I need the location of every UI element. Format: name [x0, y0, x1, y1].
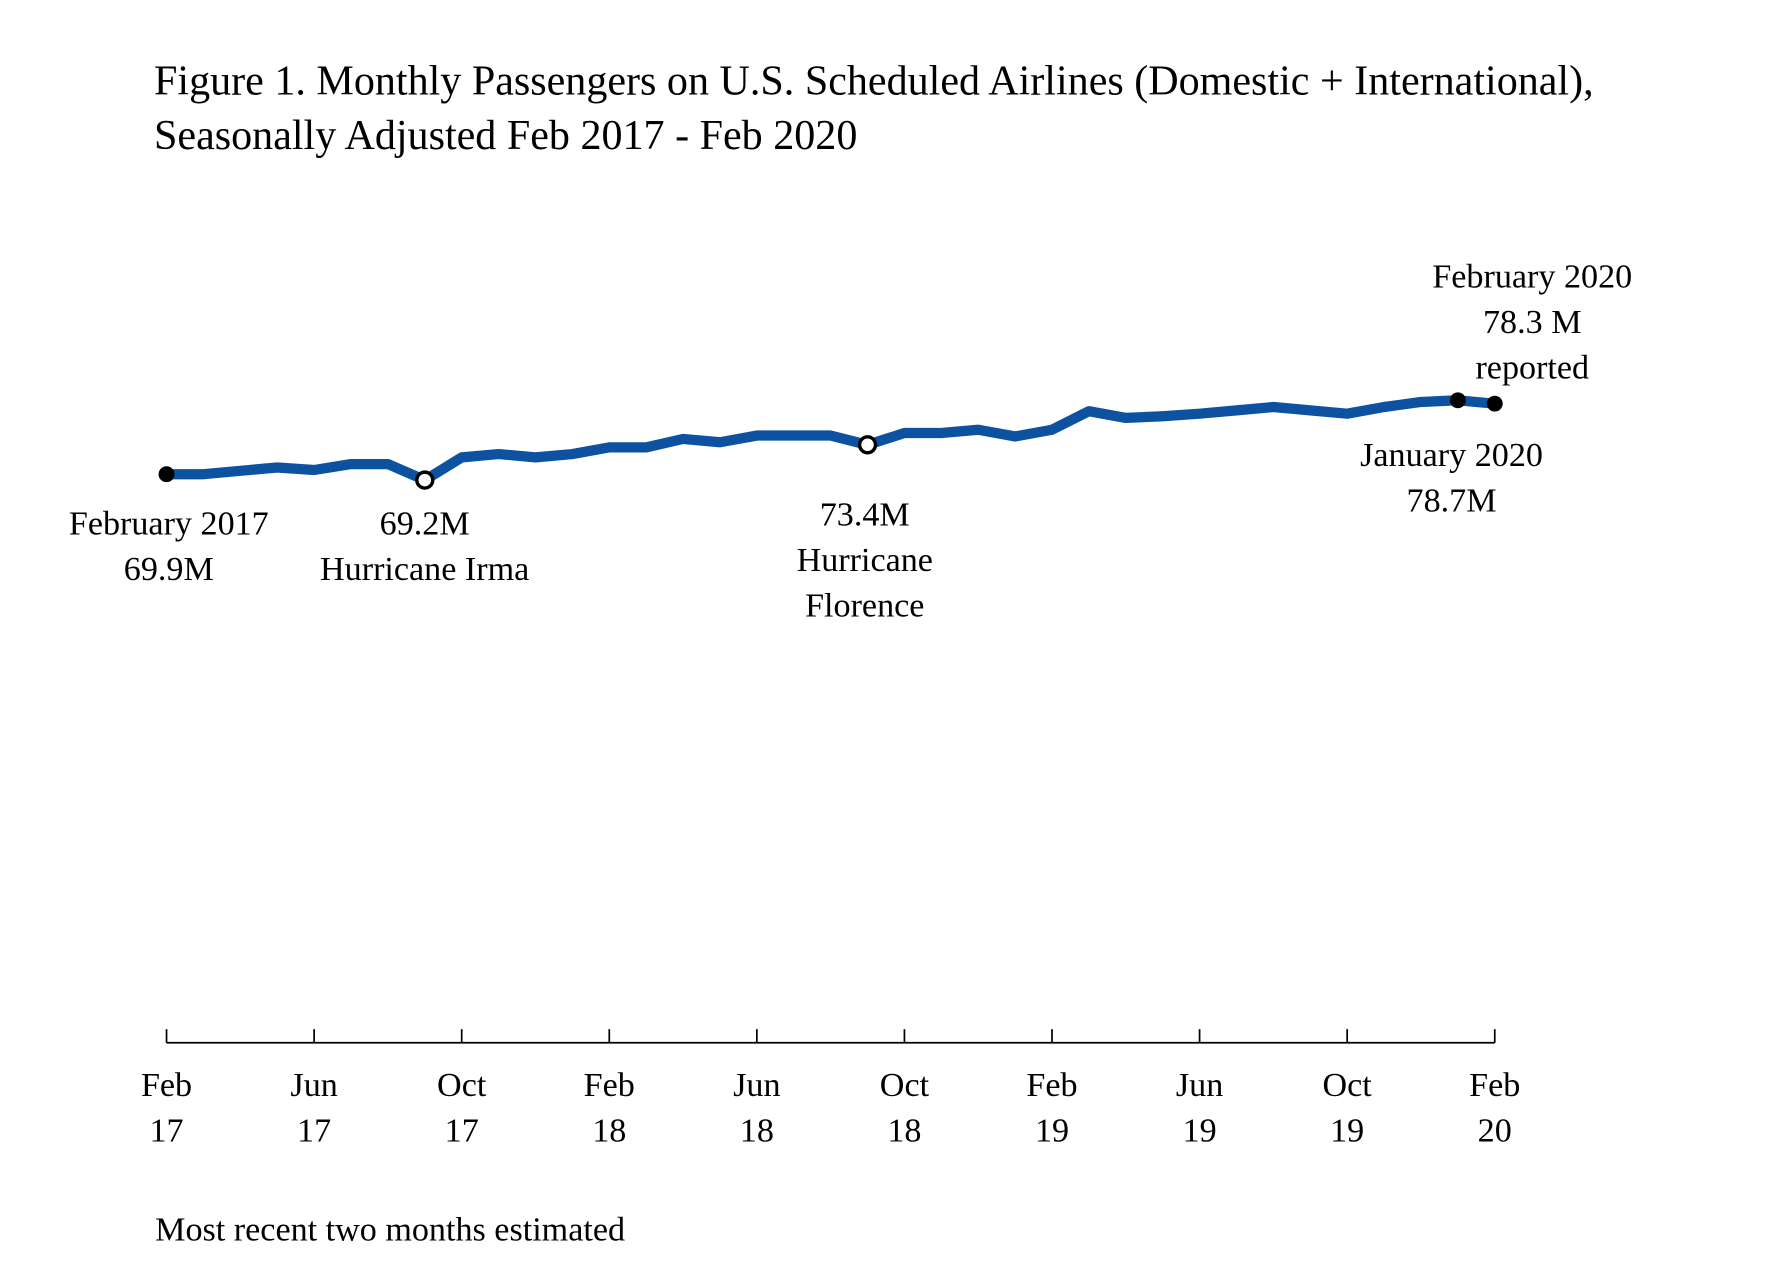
x-tick-label: 19 — [1183, 1113, 1217, 1150]
series-line — [166, 395, 1496, 486]
annotation-label: reported — [1475, 350, 1589, 387]
annotation-label: January 2020 — [1360, 437, 1543, 474]
x-tick-label: 18 — [740, 1113, 774, 1150]
chart-title-line-2: Seasonally Adjusted Feb 2017 - Feb 2020 — [154, 113, 857, 159]
annotation-marker-open — [415, 470, 435, 490]
annotation-label: 73.4M — [820, 496, 910, 533]
x-tick-label: Oct — [880, 1067, 930, 1104]
x-tick-label: Oct — [437, 1067, 487, 1104]
chart-title-line-1: Figure 1. Monthly Passengers on U.S. Sch… — [154, 58, 1594, 104]
x-tick-label: 19 — [1035, 1113, 1069, 1150]
x-tick-label: Feb — [141, 1067, 192, 1104]
annotation-label: 69.9M — [124, 551, 214, 588]
x-tick-label: Jun — [1176, 1067, 1223, 1104]
annotation-label: 78.7M — [1407, 483, 1497, 520]
x-tick-label: 18 — [592, 1113, 626, 1150]
annotation-label: Hurricane Irma — [320, 551, 529, 588]
annotation-marker-filled — [1449, 392, 1466, 409]
x-tick-label: Feb — [1026, 1067, 1077, 1104]
annotation-marker-open — [857, 435, 878, 455]
x-tick-label: 17 — [149, 1113, 183, 1150]
x-tick-label: 20 — [1478, 1113, 1512, 1150]
annotation-label: February 2020 — [1432, 259, 1632, 296]
annotation-label: Hurricane — [797, 542, 933, 579]
footnote: Most recent two months estimated — [155, 1212, 625, 1249]
x-tick-label: Jun — [290, 1067, 337, 1104]
x-tick-label: 17 — [297, 1113, 331, 1150]
annotation-label: 69.2M — [380, 505, 470, 542]
annotation-marker-filled — [1486, 395, 1503, 412]
x-tick-label: 18 — [887, 1113, 921, 1150]
annotation-marker-filled — [158, 466, 175, 483]
annotation-label: 78.3 M — [1483, 304, 1582, 341]
annotation-label: Florence — [805, 587, 924, 624]
annotation-label: February 2017 — [69, 505, 269, 542]
x-tick-label: 17 — [445, 1113, 479, 1150]
x-tick-label: 19 — [1330, 1113, 1364, 1150]
x-tick-label: Oct — [1323, 1067, 1373, 1104]
x-tick-label: Jun — [733, 1067, 780, 1104]
x-tick-label: Feb — [584, 1067, 635, 1104]
x-tick-label: Feb — [1469, 1067, 1520, 1104]
